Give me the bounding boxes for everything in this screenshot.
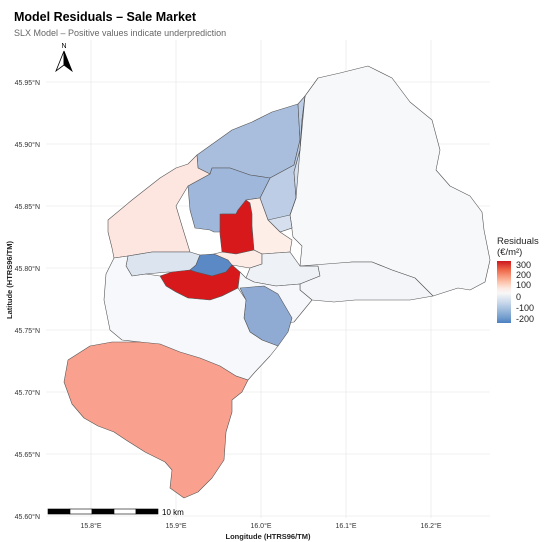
scale-bar-label: 10 km xyxy=(162,508,184,517)
legend-unit: (€/m²) xyxy=(497,247,523,258)
legend-gradient xyxy=(497,261,511,323)
y-tick-label: 45.80°N xyxy=(15,265,40,273)
district-east[interactable] xyxy=(299,261,434,303)
scale-bar-segment xyxy=(113,508,137,515)
map-title: Model Residuals – Sale Market xyxy=(14,10,197,24)
scale-bar-segment xyxy=(135,508,159,515)
legend-label: 100 xyxy=(516,280,532,290)
y-tick-label: 45.95°N xyxy=(15,79,40,87)
district-south-west[interactable] xyxy=(63,341,249,499)
districts xyxy=(63,65,491,499)
y-tick-label: 45.60°N xyxy=(15,513,40,521)
north-arrow-label: N xyxy=(61,43,66,50)
y-tick-label: 45.90°N xyxy=(15,141,40,149)
legend: Residuals (€/m²) 300 200 100 0 -100 -200 xyxy=(497,236,539,324)
x-tick-label: 15.9°E xyxy=(165,522,186,530)
north-arrow: N xyxy=(55,43,73,73)
legend-colorbar: 300 200 100 0 -100 -200 xyxy=(497,260,539,324)
y-tick-label: 45.75°N xyxy=(15,327,40,335)
scale-bar-segment xyxy=(91,508,115,515)
scale-bar: 10 km xyxy=(47,508,184,517)
map-subtitle: SLX Model – Positive values indicate und… xyxy=(14,28,227,38)
x-tick-label: 15.8°E xyxy=(80,522,101,530)
legend-label: -200 xyxy=(516,314,535,324)
north-arrow-icon xyxy=(55,50,65,73)
scale-bar-segment xyxy=(47,508,71,515)
legend-label: -100 xyxy=(516,303,535,313)
legend-label: 300 xyxy=(516,260,532,270)
district-north-central[interactable] xyxy=(196,103,301,179)
y-tick-label: 45.70°N xyxy=(15,389,40,397)
district-south-band[interactable] xyxy=(103,255,279,381)
legend-label: 0 xyxy=(516,292,522,302)
x-axis-label: Longitude (HTRS96/TM) xyxy=(226,532,311,541)
y-tick-label: 45.65°N xyxy=(15,451,40,459)
legend-label: 200 xyxy=(516,270,532,280)
scale-bar-segment xyxy=(69,508,93,515)
north-arrow-icon xyxy=(63,50,73,73)
y-tick-label: 45.85°N xyxy=(15,203,40,211)
x-tick-label: 16.2°E xyxy=(420,522,441,530)
district-east-small[interactable] xyxy=(267,77,319,233)
legend-title: Residuals xyxy=(497,236,539,247)
x-tick-label: 16.0°E xyxy=(250,522,271,530)
y-axis-label: Latitude (HTRS96/TM) xyxy=(5,241,14,319)
x-tick-label: 16.1°E xyxy=(335,522,356,530)
x-axis-ticks: 15.8°E 15.9°E 16.0°E 16.1°E 16.2°E xyxy=(80,522,441,530)
y-axis-ticks: 45.95°N 45.90°N 45.85°N 45.80°N 45.75°N … xyxy=(15,79,40,521)
district-north-east[interactable] xyxy=(289,65,491,297)
